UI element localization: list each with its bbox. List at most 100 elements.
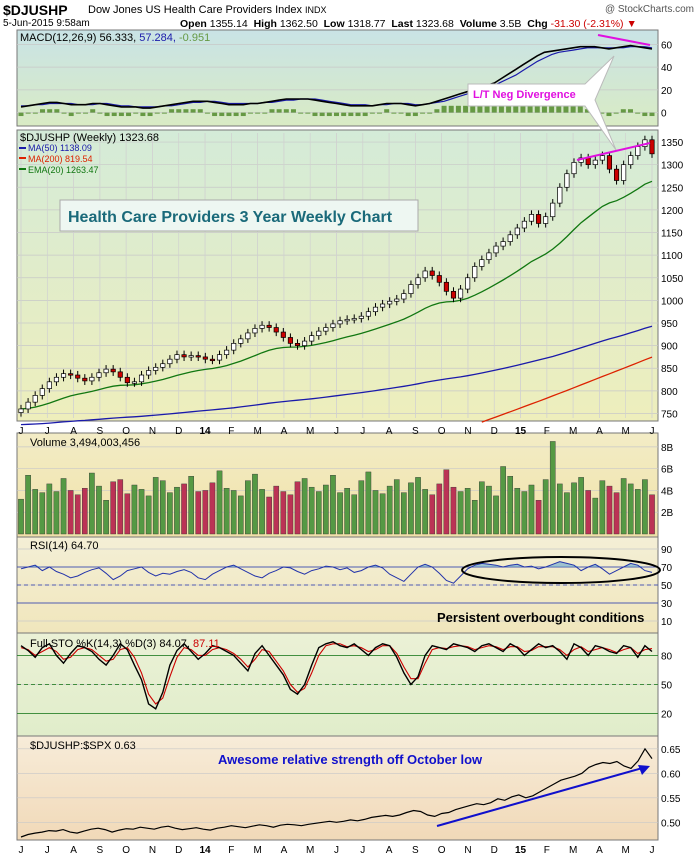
candle-body <box>209 358 215 362</box>
macd-histogram-bar <box>599 112 605 114</box>
macd-histogram-bar <box>412 112 418 117</box>
macd-histogram-bar <box>68 112 74 117</box>
y-tick-label: 850 <box>661 364 678 375</box>
quote-line: Open 1355.14 High 1362.50 Low 1318.77 La… <box>180 18 637 30</box>
macd-histogram-bar <box>441 105 447 113</box>
volume-bar <box>627 483 634 535</box>
ma50-legend: MA(50) 1138.09 <box>28 143 92 153</box>
low-label: Low <box>323 18 345 30</box>
candle-body <box>351 318 357 321</box>
candle-body <box>493 245 499 254</box>
volume-bar <box>174 486 180 535</box>
symbol: $DJUSHP <box>3 2 68 18</box>
volume-bar <box>195 491 202 535</box>
x-tick-label: M <box>569 845 577 856</box>
candle-body <box>543 216 549 224</box>
volume-bar <box>89 472 95 535</box>
candle-body <box>252 328 258 334</box>
volume-bar <box>571 482 577 535</box>
candle-body <box>330 323 336 328</box>
candle-body <box>18 408 24 413</box>
sto-legend-d: 87.11 <box>193 638 220 650</box>
volume-bar <box>117 479 124 535</box>
candle-body <box>323 327 329 332</box>
y-tick-label: 90 <box>661 545 673 556</box>
candle-body <box>259 324 265 329</box>
y-tick-label: 50 <box>661 581 673 592</box>
candle-body <box>96 372 102 378</box>
candle-body <box>528 214 535 222</box>
x-tick-label: 15 <box>515 845 527 856</box>
macd-histogram-bar <box>420 112 426 114</box>
candle-body <box>188 355 194 358</box>
volume-bar <box>294 481 301 535</box>
volume-bar <box>308 486 315 535</box>
open-value: 1355.14 <box>209 18 248 30</box>
volume-bar <box>315 491 322 535</box>
macd-histogram-bar <box>427 112 433 114</box>
volume-bar <box>252 473 258 535</box>
candle-body <box>32 395 38 403</box>
x-tick-label: S <box>412 426 419 437</box>
macd-histogram-bar <box>584 109 590 113</box>
candle-body <box>25 401 31 410</box>
volume-bar <box>131 484 138 535</box>
x-tick-label: J <box>334 845 339 856</box>
volume-bar <box>237 495 244 535</box>
volume-bar <box>521 491 528 535</box>
macd-histogram-bar <box>384 109 390 113</box>
volume-bar <box>479 481 485 535</box>
volume-bar <box>287 494 294 535</box>
x-tick-label: J <box>360 426 365 437</box>
x-tick-label: N <box>464 845 471 856</box>
volume-bar <box>585 490 591 535</box>
macd-histogram-bar <box>620 109 626 113</box>
candle-body <box>401 293 407 300</box>
macd-histogram-bar <box>341 112 347 117</box>
relative-strength-line <box>20 747 653 838</box>
volume-bar <box>60 478 67 535</box>
candle-body <box>585 157 591 166</box>
macd-histogram-bar <box>642 112 648 117</box>
volume-bar <box>124 493 131 535</box>
candle-body <box>500 241 506 247</box>
candle-body <box>614 168 620 181</box>
macd-histogram-bar <box>183 109 189 113</box>
macd-histogram-bar <box>391 112 397 114</box>
y-tick-label: 900 <box>661 342 678 353</box>
macd-histogram-bar <box>190 109 196 113</box>
candle-body <box>436 275 442 283</box>
candle-body <box>302 340 308 346</box>
candle-body <box>635 146 641 156</box>
candle-body <box>564 173 570 188</box>
macd-legend-hist: -0.951 <box>179 32 210 44</box>
macd-histogram-bar <box>97 112 103 114</box>
last-value: 1323.68 <box>415 18 454 30</box>
macd-histogram-bar <box>498 102 504 113</box>
candle-body <box>294 343 301 346</box>
macd-histogram-bar <box>262 112 268 114</box>
macd-histogram-bar <box>54 109 60 113</box>
candle-body <box>316 330 322 337</box>
volume-bar <box>379 493 386 535</box>
x-tick-label: N <box>149 845 156 856</box>
x-tick-label: A <box>281 845 288 856</box>
macd-histogram-bar <box>47 109 53 113</box>
x-tick-label: F <box>544 845 550 856</box>
volume-bar <box>557 483 563 535</box>
exchange: INDX <box>305 5 327 15</box>
volume-bar <box>549 441 556 535</box>
x-tick-label: O <box>438 426 446 437</box>
macd-line <box>20 44 653 109</box>
candle-body <box>486 252 492 261</box>
volume-bar <box>599 480 606 535</box>
ema20-line <box>20 180 653 410</box>
x-tick-label: 15 <box>515 426 527 437</box>
macd-histogram-bar <box>233 112 239 117</box>
volume-bar <box>18 498 24 535</box>
x-tick-label: F <box>228 426 234 437</box>
open-label: Open <box>180 18 207 30</box>
volume-bar <box>535 500 542 535</box>
y-tick-label: 60 <box>661 40 673 51</box>
macd-histogram-bar <box>577 105 583 113</box>
